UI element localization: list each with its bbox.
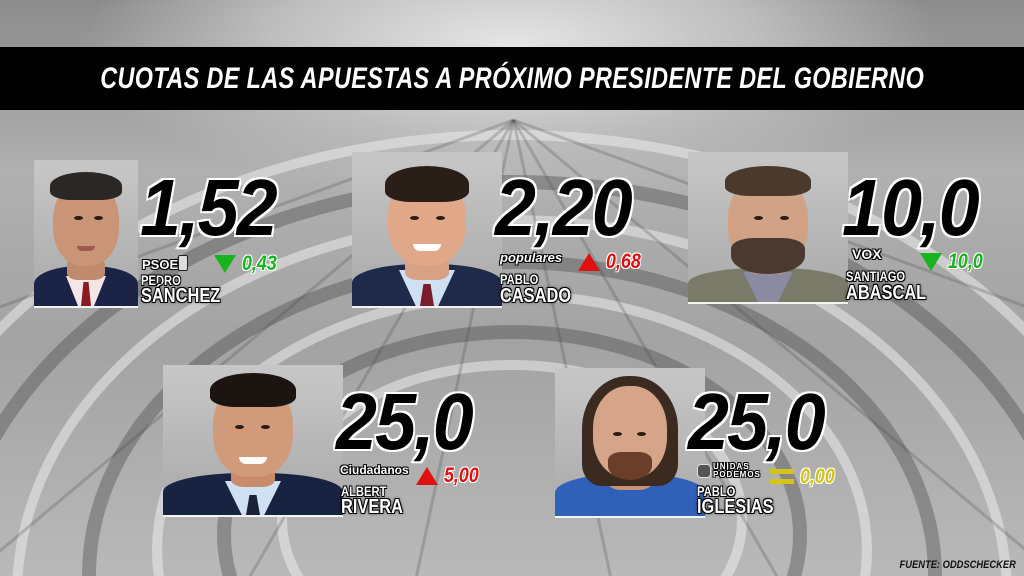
candidate-first-name: PABLO [697,483,736,499]
psoe-fist-rose-icon [178,255,188,271]
party-logo-pp: populares [500,250,563,265]
source-credit: FUENTE: ODDSCHECKER [899,559,1016,571]
triangle-up-icon [416,466,438,485]
party-logo-psoe: PSOE [142,257,179,272]
candidate-photo [688,152,848,304]
party-logo-ciudadanos: Ciudadanos [340,463,409,477]
odds-change-value: 10,0 [948,250,983,273]
candidate-photo [352,152,502,308]
page-title: CUOTAS DE LAS APUESTAS A PRÓXIMO PRESIDE… [99,61,925,95]
candidate-photo [555,368,705,518]
equals-icon [770,469,794,484]
odds-change: 5,00 [416,465,485,486]
candidate-photo [34,160,138,308]
odds-change: 0,43 [214,253,283,274]
candidate-last-name: ABASCAL [846,282,927,304]
candidate-photo [163,365,343,517]
odds-change: 0,68 [578,251,647,272]
title-banner: CUOTAS DE LAS APUESTAS A PRÓXIMO PRESIDE… [0,47,1024,110]
odds-value: 2,20 [494,163,634,252]
party-logo-vox: VOX [852,246,882,262]
odds-change: 0,00 [770,466,841,487]
candidate-first-name: PABLO [500,271,539,287]
odds-change-value: 0,68 [606,250,641,273]
odds-change: 10,0 [920,251,989,272]
triangle-down-icon [920,252,942,271]
odds-change-value: 5,00 [444,464,479,487]
odds-change-value: 0,43 [242,252,277,275]
candidate-first-name: PEDRO [141,272,181,288]
candidate-last-name: SÁNCHEZ [141,285,221,307]
odds-change-value: 0,00 [800,465,835,488]
party-logo-unidas-podemos: UNIDAS PODEMOS [713,462,761,479]
candidate-first-name: ALBERT [341,483,387,499]
odds-value: 25,0 [335,377,475,466]
odds-value: 10,0 [841,163,981,252]
candidate-last-name: IGLESIAS [697,496,774,518]
unidas-podemos-heart-icon [697,464,711,478]
candidate-last-name: RIVERA [341,496,403,518]
candidate-last-name: CASADO [500,285,572,307]
triangle-up-icon [578,252,600,271]
triangle-down-icon [214,254,236,273]
odds-value: 25,0 [687,377,827,466]
candidate-first-name: SANTIAGO [846,268,906,284]
odds-value: 1,52 [139,163,279,252]
